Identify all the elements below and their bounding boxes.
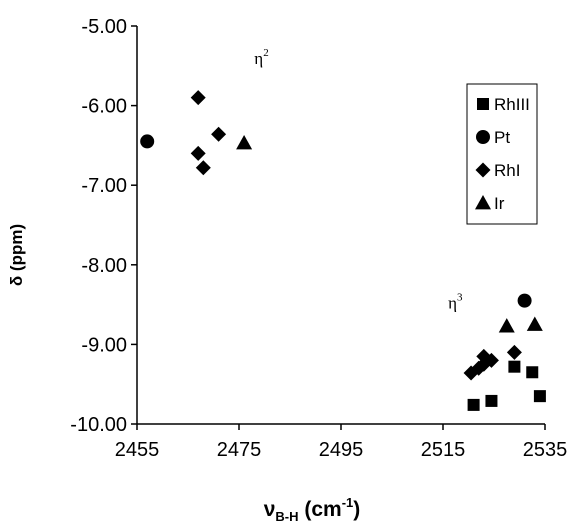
data-point-ir	[236, 135, 253, 150]
data-point-rhi	[190, 90, 206, 106]
x-tick-label: 2495	[319, 439, 364, 461]
annotation-label: η2	[254, 47, 268, 68]
annotation-label-base: η	[448, 294, 457, 313]
y-axis-title: δ (ppm)	[7, 224, 26, 286]
data-point-ir	[526, 316, 543, 331]
y-tick-label: -8.00	[81, 255, 127, 277]
x-axis-title-subscript: B-H	[275, 509, 298, 524]
x-axis-title-superscript: -1	[342, 495, 354, 510]
data-point-rhiii	[533, 390, 546, 403]
x-tick-label: 2535	[523, 439, 568, 461]
x-axis-title: νB-H (cm-1)	[264, 495, 361, 524]
data-point-ir	[498, 318, 515, 333]
x-axis-title-close: )	[353, 498, 360, 521]
x-axis-title-symbol: ν	[264, 498, 276, 521]
data-point-rhi	[195, 160, 211, 176]
data-point-rhi	[211, 126, 227, 142]
data-point-rhi	[190, 145, 206, 161]
legend-label: RhI	[494, 161, 520, 180]
legend: RhIII Pt RhI Ir	[466, 83, 538, 225]
x-tick-label: 2515	[421, 439, 466, 461]
annotation-label-superscript: 3	[457, 292, 463, 304]
legend-label: Ir	[494, 194, 505, 213]
y-tick-label: -6.00	[81, 96, 127, 118]
legend-label: RhIII	[494, 95, 530, 114]
y-tick-label: -10.00	[70, 414, 127, 436]
annotation-label-base: η	[254, 49, 263, 68]
data-points	[140, 90, 546, 411]
data-point-rhiii	[485, 394, 498, 407]
y-tick-label: -9.00	[81, 334, 127, 356]
data-point-rhiii	[508, 360, 521, 373]
legend-label: Pt	[494, 128, 510, 147]
annotation-label-superscript: 2	[263, 47, 269, 59]
data-point-pt	[140, 134, 155, 149]
y-axis-ticks: -5.00 -6.00 -7.00 -8.00 -9.00 -10.00	[70, 16, 137, 436]
x-tick-label: 2455	[115, 439, 160, 461]
data-point-rhiii	[526, 366, 539, 379]
legend-marker-rhiii	[477, 98, 489, 110]
x-axis-ticks: 2455 2475 2495 2515 2535	[115, 424, 568, 461]
data-point-rhi	[506, 344, 522, 360]
annotation-label: η3	[448, 292, 463, 313]
legend-marker-pt	[476, 130, 490, 144]
y-tick-label: -5.00	[81, 16, 127, 38]
y-tick-label: -7.00	[81, 175, 127, 197]
data-point-pt	[517, 293, 532, 308]
x-tick-label: 2475	[217, 439, 262, 461]
data-point-rhi	[483, 352, 499, 368]
legend-marker-ir	[475, 195, 491, 210]
legend-marker-rhi	[475, 162, 491, 178]
data-point-rhiii	[467, 398, 480, 411]
x-axis-title-units: (cm	[299, 498, 342, 521]
